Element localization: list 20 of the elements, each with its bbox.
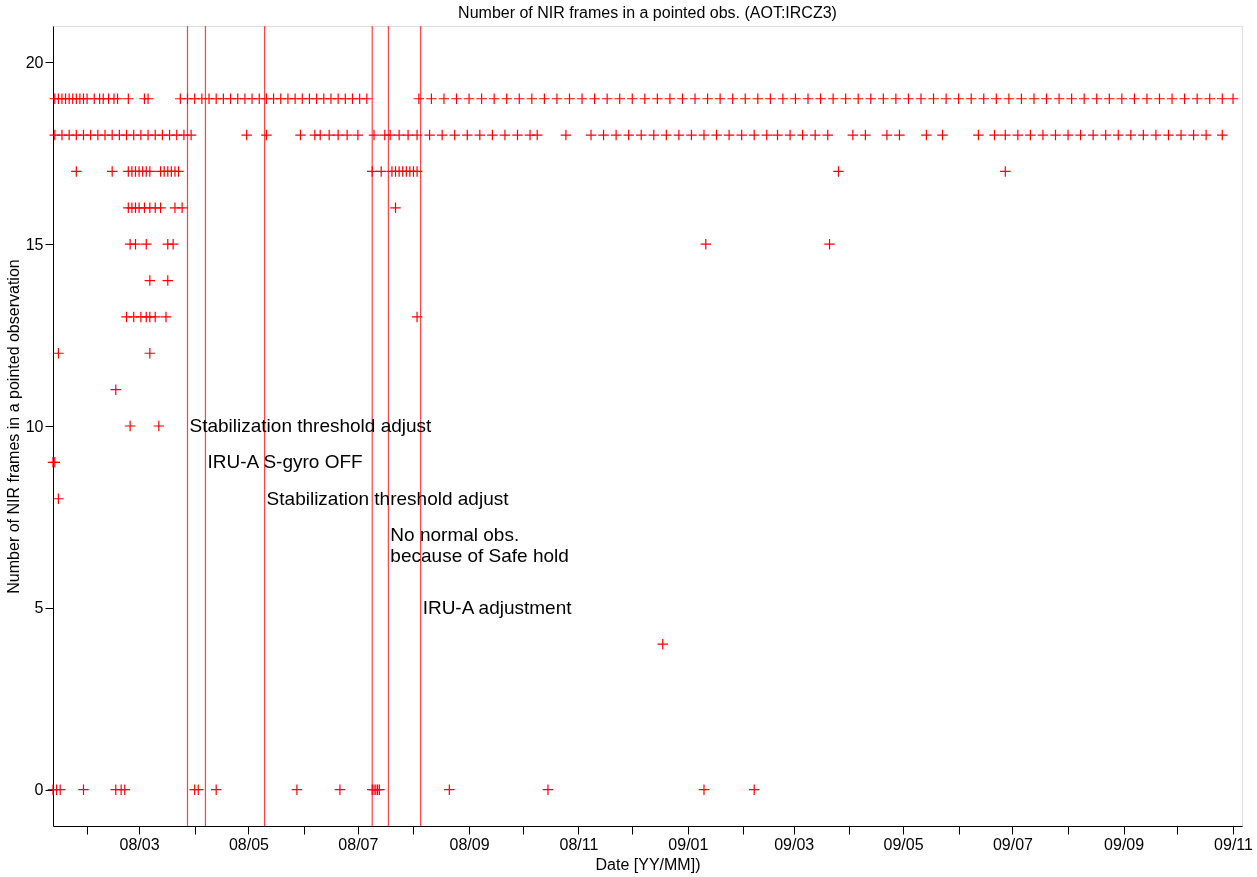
x-tick-label: 08/03 bbox=[119, 835, 160, 853]
x-tick-label: 09/09 bbox=[1104, 835, 1145, 853]
chart-title: Number of NIR frames in a pointed obs. (AOT:IRCZ3) bbox=[458, 4, 837, 22]
annotation: IRU-A adjustment bbox=[422, 596, 573, 618]
y-axis-title: Number of NIR frames in a pointed observation bbox=[4, 259, 22, 594]
x-tick-label: 08/05 bbox=[228, 835, 270, 853]
y-tick-label: 20 bbox=[25, 53, 44, 71]
y-tick-label: 15 bbox=[25, 235, 44, 253]
x-tick-label: 08/07 bbox=[338, 835, 379, 853]
x-tick-label: 09/03 bbox=[774, 835, 815, 853]
y-tick-label: 10 bbox=[25, 417, 44, 435]
x-tick-label: 08/11 bbox=[559, 835, 599, 853]
x-tick-label: 09/11 bbox=[1214, 835, 1254, 853]
x-tick-label: 09/05 bbox=[883, 835, 924, 853]
x-tick-label: 08/09 bbox=[449, 835, 490, 853]
x-axis-title: Date [YY/MM]) bbox=[595, 855, 701, 873]
y-tick-label: 5 bbox=[34, 599, 44, 617]
x-tick-label: 09/07 bbox=[992, 835, 1034, 853]
x-tick-label: 09/01 bbox=[668, 835, 709, 853]
y-tick-label: 0 bbox=[34, 781, 44, 799]
